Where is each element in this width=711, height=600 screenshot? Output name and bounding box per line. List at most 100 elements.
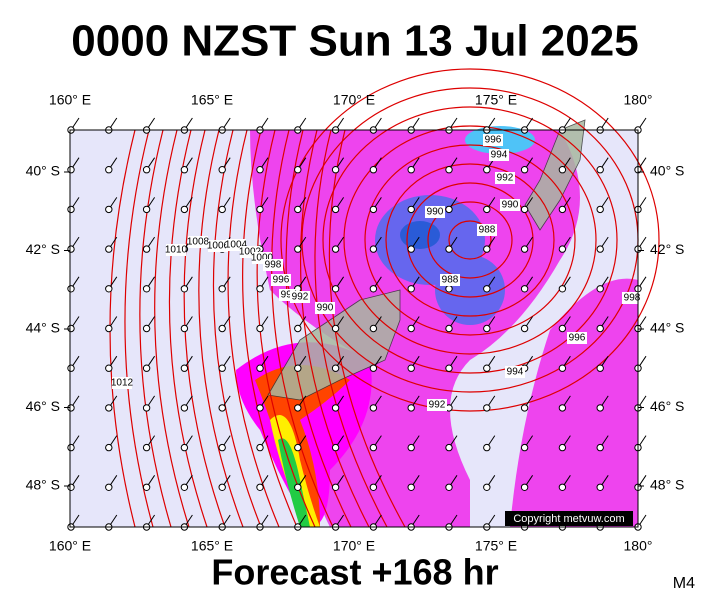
station bbox=[142, 205, 151, 214]
station bbox=[294, 245, 302, 253]
isobar-label: 996 bbox=[569, 333, 586, 344]
isobar-label: 994 bbox=[507, 367, 524, 378]
isobar bbox=[124, 129, 154, 528]
isobar bbox=[280, 68, 660, 412]
copyright: Copyright metvuw.com bbox=[513, 513, 624, 525]
station bbox=[256, 443, 264, 452]
isobar bbox=[154, 129, 190, 528]
isobars bbox=[109, 68, 660, 528]
station bbox=[520, 404, 529, 412]
station bbox=[596, 285, 604, 293]
isobar bbox=[314, 129, 388, 528]
longitude-label: 160° E bbox=[49, 538, 91, 554]
isobar-label-box bbox=[622, 292, 642, 304]
isobar bbox=[385, 163, 555, 317]
copyright-box bbox=[505, 511, 633, 526]
station bbox=[67, 483, 75, 491]
isobar-label: 988 bbox=[442, 275, 459, 286]
isobar-label-box bbox=[188, 236, 208, 248]
station bbox=[331, 483, 340, 491]
station bbox=[596, 404, 604, 412]
isobar-label-box bbox=[505, 366, 525, 378]
isobar-label: 998 bbox=[265, 260, 282, 271]
latitude-label: 46° S bbox=[26, 398, 60, 414]
rain-area bbox=[250, 130, 580, 527]
longitude-label: 165° E bbox=[191, 92, 233, 108]
map-title: 0000 NZST Sun 13 Jul 2025 bbox=[71, 17, 638, 66]
station bbox=[407, 285, 415, 293]
isobar bbox=[168, 129, 208, 528]
longitude-label: 170° E bbox=[333, 538, 375, 554]
isobar-label: 1008 bbox=[187, 237, 210, 248]
station bbox=[407, 324, 415, 333]
station bbox=[558, 364, 567, 372]
station bbox=[596, 483, 604, 491]
isobar-label-box bbox=[271, 274, 291, 286]
station bbox=[445, 443, 453, 452]
longitude-label: 165° E bbox=[191, 538, 233, 554]
isobar-label: 996 bbox=[273, 275, 290, 286]
station bbox=[558, 443, 567, 452]
isobar bbox=[212, 129, 262, 528]
station bbox=[105, 285, 113, 293]
south-island bbox=[267, 289, 401, 401]
rain-core bbox=[435, 255, 505, 325]
station bbox=[105, 364, 113, 372]
station bbox=[105, 483, 113, 491]
station bbox=[218, 364, 226, 372]
isobar bbox=[139, 129, 172, 528]
station bbox=[331, 166, 340, 174]
station bbox=[180, 205, 189, 214]
station bbox=[105, 245, 113, 253]
isobar bbox=[198, 129, 244, 528]
station bbox=[218, 324, 226, 333]
model-label: M4 bbox=[673, 575, 695, 592]
isobar bbox=[227, 129, 280, 528]
station bbox=[407, 443, 415, 452]
isobar-label-box bbox=[427, 399, 447, 411]
station bbox=[67, 205, 75, 214]
station bbox=[142, 443, 151, 452]
latitude-label: 40° S bbox=[26, 163, 60, 179]
isobar-label-box bbox=[477, 224, 497, 236]
station bbox=[445, 483, 453, 491]
station bbox=[180, 364, 189, 372]
station bbox=[369, 404, 378, 412]
station bbox=[483, 443, 491, 452]
isobar-label-box bbox=[425, 206, 445, 218]
latitude-label: 44° S bbox=[26, 320, 60, 336]
station bbox=[558, 483, 567, 491]
land bbox=[267, 119, 586, 401]
station bbox=[331, 404, 340, 412]
station bbox=[142, 166, 151, 174]
station bbox=[67, 285, 75, 293]
station bbox=[294, 166, 302, 174]
station bbox=[445, 364, 453, 372]
station bbox=[142, 404, 151, 412]
isobar-label-box bbox=[495, 172, 515, 184]
station bbox=[369, 205, 378, 214]
station bbox=[294, 364, 302, 372]
heavy-rain bbox=[278, 438, 310, 527]
station bbox=[142, 245, 151, 253]
isobar-label: 1012 bbox=[111, 378, 134, 389]
station bbox=[294, 404, 302, 412]
isobar-label-box bbox=[567, 332, 587, 344]
station bbox=[180, 443, 189, 452]
isobar bbox=[343, 125, 597, 355]
station bbox=[294, 324, 302, 333]
latitude-label: 42° S bbox=[650, 241, 684, 257]
isobar-label-box bbox=[483, 134, 503, 146]
station bbox=[256, 166, 264, 174]
station bbox=[445, 324, 453, 333]
station bbox=[105, 205, 113, 214]
station bbox=[596, 205, 604, 214]
station bbox=[331, 364, 340, 372]
station bbox=[558, 245, 567, 253]
station bbox=[256, 285, 264, 293]
station bbox=[520, 205, 529, 214]
isobar-label-box bbox=[489, 149, 509, 161]
station bbox=[294, 205, 302, 214]
isobar-label: 988 bbox=[479, 225, 496, 236]
